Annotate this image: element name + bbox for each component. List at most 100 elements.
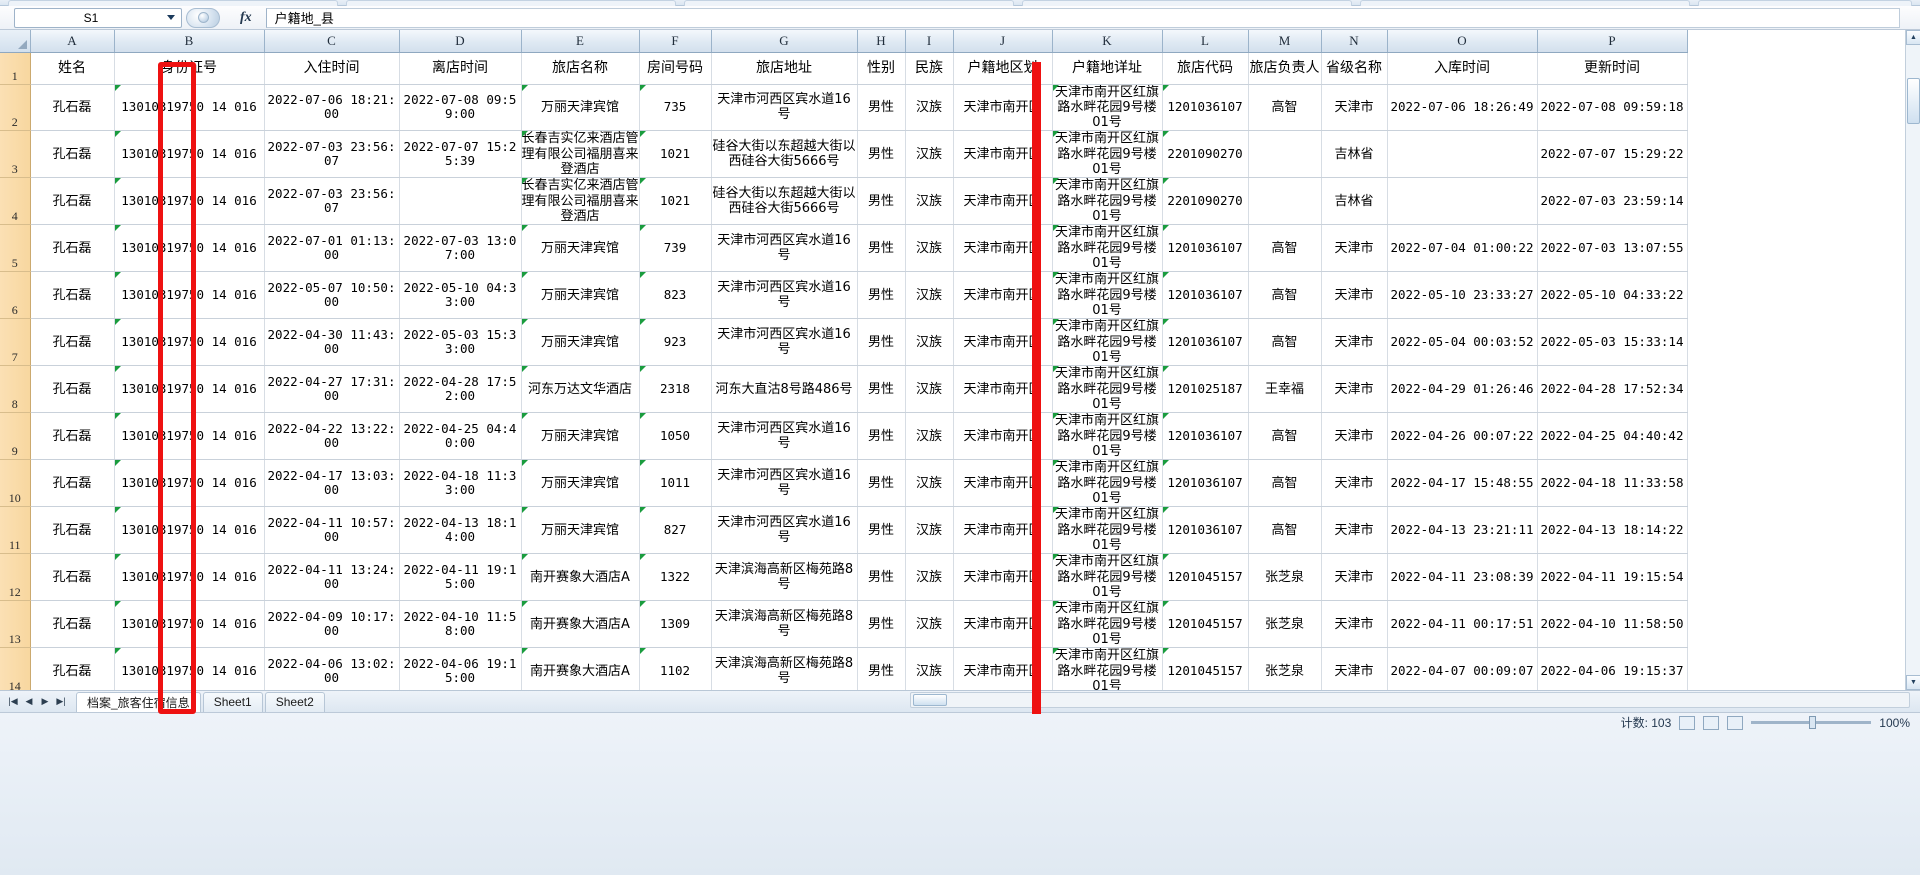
cell-k-14[interactable]: 天津市南开区红旗路水畔花园9号楼 01号 xyxy=(1052,647,1163,690)
page-break-view-icon[interactable] xyxy=(1727,715,1744,730)
cell-f-3[interactable]: 1021 xyxy=(639,130,712,179)
cell-a-7[interactable]: 孔石磊 xyxy=(30,318,115,367)
cell-h-4[interactable]: 男性 xyxy=(857,177,906,226)
cell-a-5[interactable]: 孔石磊 xyxy=(30,224,115,273)
cell-a-10[interactable]: 孔石磊 xyxy=(30,459,115,508)
cell-f-7[interactable]: 923 xyxy=(639,318,712,367)
header-cell-j[interactable]: 户籍地区划 xyxy=(953,52,1053,85)
cell-j-3[interactable]: 天津市南开区 xyxy=(953,130,1053,179)
cell-i-2[interactable]: 汉族 xyxy=(905,84,954,132)
sheet-nav-buttons[interactable]: |◀ ◀ ▶ ▶| xyxy=(6,695,68,709)
cell-c-10[interactable]: 2022-04-17 13:03:00 xyxy=(264,459,400,508)
zoom-slider-knob[interactable] xyxy=(1809,716,1817,729)
column-header-g[interactable]: G xyxy=(711,30,858,53)
column-header-f[interactable]: F xyxy=(639,30,712,53)
table-row[interactable]: 2 孔石磊 13010319750 14 016 2022-07-06 18:21:0… xyxy=(0,84,1688,132)
row-header-2[interactable]: 2 xyxy=(0,84,31,132)
row-header-1[interactable]: 1 xyxy=(0,52,31,85)
header-cell-m[interactable]: 旅店负责人 xyxy=(1248,52,1322,85)
cell-a-14[interactable]: 孔石磊 xyxy=(30,647,115,690)
cell-h-13[interactable]: 男性 xyxy=(857,600,906,649)
cell-h-10[interactable]: 男性 xyxy=(857,459,906,508)
cell-d-3[interactable]: 2022-07-07 15:25:39 xyxy=(399,130,522,179)
cell-b-2[interactable]: 13010319750 14 016 xyxy=(114,84,265,132)
cell-o-13[interactable]: 2022-04-11 00:17:51 xyxy=(1387,600,1538,649)
header-cell-c[interactable]: 入住时间 xyxy=(264,52,400,85)
cell-f-8[interactable]: 2318 xyxy=(639,365,712,414)
cell-p-10[interactable]: 2022-04-18 11:33:58 xyxy=(1537,459,1688,508)
header-cell-i[interactable]: 民族 xyxy=(905,52,954,85)
cell-o-14[interactable]: 2022-04-07 00:09:07 xyxy=(1387,647,1538,690)
cell-m-11[interactable]: 高智 xyxy=(1248,506,1322,555)
sheet-tab-1[interactable]: 档案_旅客住宿信息 xyxy=(76,691,201,712)
cell-m-5[interactable]: 高智 xyxy=(1248,224,1322,273)
page-layout-view-icon[interactable] xyxy=(1703,715,1720,730)
cell-j-2[interactable]: 天津市南开区 xyxy=(953,84,1053,132)
cell-m-3[interactable] xyxy=(1248,130,1322,179)
table-row[interactable]: 10 孔石磊 13010319750 14 016 2022-04-17 13:03:… xyxy=(0,459,1688,508)
cell-b-10[interactable]: 13010319750 14 016 xyxy=(114,459,265,508)
cell-k-8[interactable]: 天津市南开区红旗路水畔花园9号楼 01号 xyxy=(1052,365,1163,414)
cell-g-6[interactable]: 天津市河西区宾水道16号 xyxy=(711,271,858,320)
cell-k-7[interactable]: 天津市南开区红旗路水畔花园9号楼 01号 xyxy=(1052,318,1163,367)
ribbon-tab-stub-2[interactable] xyxy=(346,0,676,6)
ribbon-tab-stub-5[interactable] xyxy=(1360,0,1690,6)
cell-i-5[interactable]: 汉族 xyxy=(905,224,954,273)
cell-e-4[interactable]: 长春吉实亿来酒店管理有限公司福朋喜来登酒店 xyxy=(521,177,640,226)
header-cell-k[interactable]: 户籍地详址 xyxy=(1052,52,1163,85)
cell-e-6[interactable]: 万丽天津宾馆 xyxy=(521,271,640,320)
cell-h-11[interactable]: 男性 xyxy=(857,506,906,555)
cell-n-6[interactable]: 天津市 xyxy=(1321,271,1388,320)
header-cell-g[interactable]: 旅店地址 xyxy=(711,52,858,85)
cell-a-8[interactable]: 孔石磊 xyxy=(30,365,115,414)
cell-k-13[interactable]: 天津市南开区红旗路水畔花园9号楼 01号 xyxy=(1052,600,1163,649)
cell-j-13[interactable]: 天津市南开区 xyxy=(953,600,1053,649)
cell-e-9[interactable]: 万丽天津宾馆 xyxy=(521,412,640,461)
cell-m-7[interactable]: 高智 xyxy=(1248,318,1322,367)
cell-p-4[interactable]: 2022-07-03 23:59:14 xyxy=(1537,177,1688,226)
scroll-up-icon[interactable]: ▲ xyxy=(1906,30,1920,45)
column-header-l[interactable]: L xyxy=(1162,30,1249,53)
cell-a-6[interactable]: 孔石磊 xyxy=(30,271,115,320)
table-row[interactable]: 12 孔石磊 13010319750 14 016 2022-04-11 13:24:… xyxy=(0,553,1688,602)
cell-c-12[interactable]: 2022-04-11 13:24:00 xyxy=(264,553,400,602)
cell-n-11[interactable]: 天津市 xyxy=(1321,506,1388,555)
cell-d-2[interactable]: 2022-07-08 09:59:00 xyxy=(399,84,522,132)
cell-j-12[interactable]: 天津市南开区 xyxy=(953,553,1053,602)
table-row[interactable]: 7 孔石磊 13010319750 14 016 2022-04-30 11:43:0… xyxy=(0,318,1688,367)
cell-f-4[interactable]: 1021 xyxy=(639,177,712,226)
cell-c-11[interactable]: 2022-04-11 10:57:00 xyxy=(264,506,400,555)
row-header-8[interactable]: 8 xyxy=(0,365,31,414)
cell-l-10[interactable]: 1201036107 xyxy=(1162,459,1249,508)
cell-d-11[interactable]: 2022-04-13 18:14:00 xyxy=(399,506,522,555)
cell-i-3[interactable]: 汉族 xyxy=(905,130,954,179)
cell-m-9[interactable]: 高智 xyxy=(1248,412,1322,461)
cell-h-12[interactable]: 男性 xyxy=(857,553,906,602)
cell-e-2[interactable]: 万丽天津宾馆 xyxy=(521,84,640,132)
cell-b-5[interactable]: 13010319750 14 016 xyxy=(114,224,265,273)
cell-d-7[interactable]: 2022-05-03 15:33:00 xyxy=(399,318,522,367)
fx-icon[interactable]: fx xyxy=(240,10,252,26)
ribbon-tab-stub-1[interactable] xyxy=(8,0,338,6)
cell-d-8[interactable]: 2022-04-28 17:52:00 xyxy=(399,365,522,414)
row-header-13[interactable]: 13 xyxy=(0,600,31,649)
cell-d-4[interactable] xyxy=(399,177,522,226)
cell-d-10[interactable]: 2022-04-18 11:33:00 xyxy=(399,459,522,508)
cell-a-2[interactable]: 孔石磊 xyxy=(30,84,115,132)
cell-h-3[interactable]: 男性 xyxy=(857,130,906,179)
cell-p-5[interactable]: 2022-07-03 13:07:55 xyxy=(1537,224,1688,273)
table-row[interactable]: 9 孔石磊 13010319750 14 016 2022-04-22 13:22:0… xyxy=(0,412,1688,461)
cell-o-3[interactable] xyxy=(1387,130,1538,179)
cell-a-4[interactable]: 孔石磊 xyxy=(30,177,115,226)
table-row[interactable]: 11 孔石磊 13010319750 14 016 2022-04-11 10:57:… xyxy=(0,506,1688,555)
cell-n-10[interactable]: 天津市 xyxy=(1321,459,1388,508)
cell-g-12[interactable]: 天津滨海高新区梅苑路8号 xyxy=(711,553,858,602)
cell-m-13[interactable]: 张芝泉 xyxy=(1248,600,1322,649)
row-header-3[interactable]: 3 xyxy=(0,130,31,179)
cell-g-13[interactable]: 天津滨海高新区梅苑路8号 xyxy=(711,600,858,649)
cell-l-5[interactable]: 1201036107 xyxy=(1162,224,1249,273)
cell-b-4[interactable]: 13010319750 14 016 xyxy=(114,177,265,226)
cell-k-10[interactable]: 天津市南开区红旗路水畔花园9号楼 01号 xyxy=(1052,459,1163,508)
cell-f-5[interactable]: 739 xyxy=(639,224,712,273)
cell-b-7[interactable]: 13010319750 14 016 xyxy=(114,318,265,367)
